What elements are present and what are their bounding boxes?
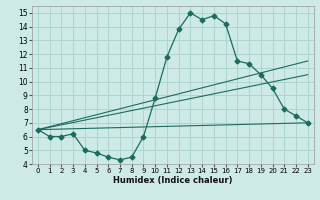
X-axis label: Humidex (Indice chaleur): Humidex (Indice chaleur) [113, 176, 233, 185]
